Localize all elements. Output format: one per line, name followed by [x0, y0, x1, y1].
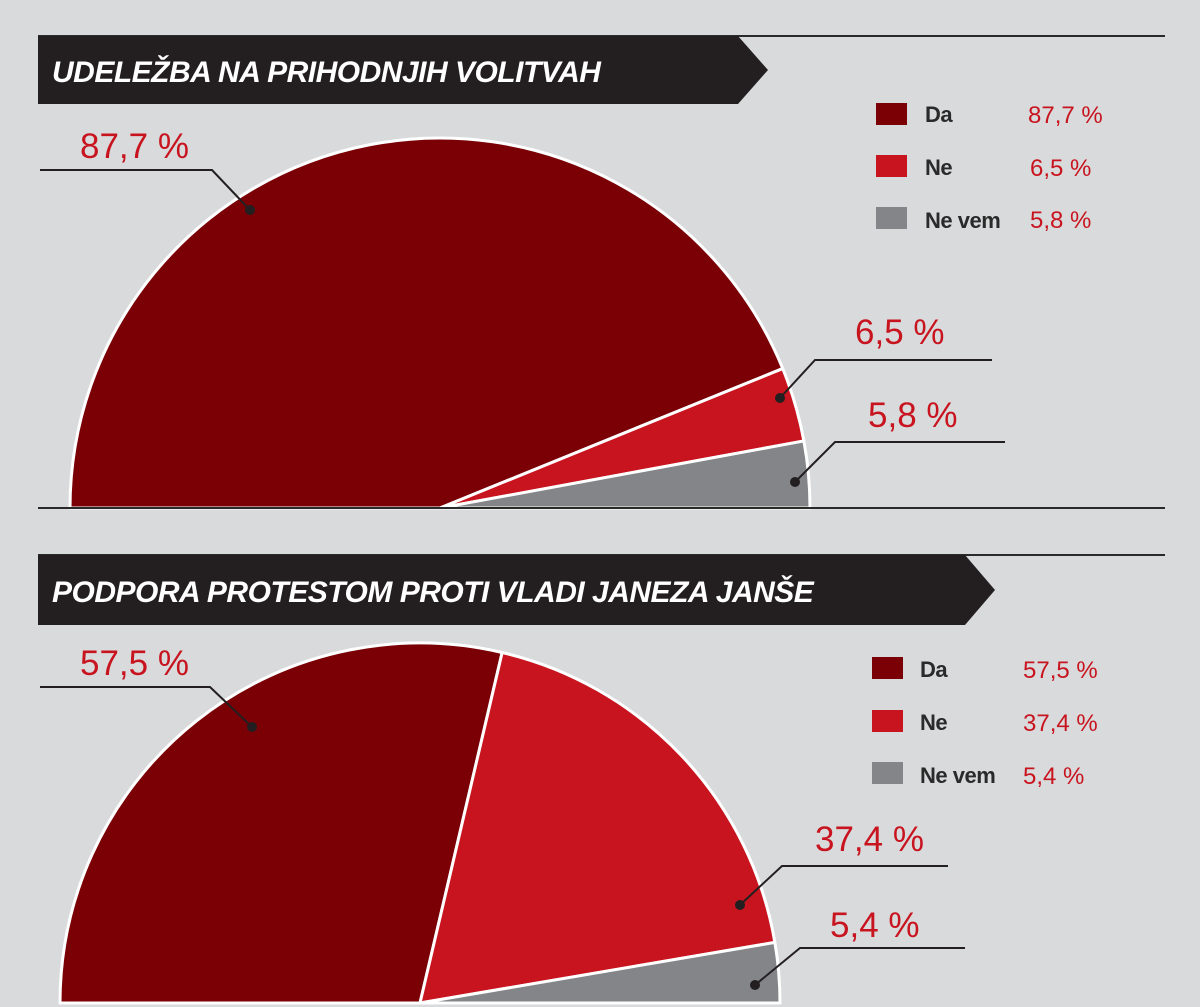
callout-dot-ne-vem — [790, 477, 800, 487]
pie-slice-ne — [418, 651, 777, 1005]
callout-dot-da — [245, 205, 255, 215]
legend-label-ne-vem: Ne vem — [925, 208, 1000, 233]
callout-dot-ne — [735, 900, 745, 910]
pie-slice-da — [58, 641, 504, 1005]
slice-label-ne: 6,5 % — [855, 313, 945, 352]
legend-swatch-ne-vem — [872, 762, 903, 784]
pie-slice-ne-vem — [418, 940, 782, 1005]
chart-title: UDELEŽBA NA PRIHODNJIH VOLITVAH — [52, 55, 602, 89]
slice-label-ne: 37,4 % — [815, 820, 924, 859]
callout-line-da — [40, 169, 251, 211]
chart-turnout: UDELEŽBA NA PRIHODNJIH VOLITVAH 87,7 % 6… — [38, 35, 1165, 510]
legend-value-da: 87,7 % — [1028, 102, 1103, 129]
legend-value-da: 57,5 % — [1023, 657, 1098, 684]
legend-label-ne: Ne — [925, 155, 952, 180]
slice-label-da: 87,7 % — [80, 127, 189, 166]
legend: Da 57,5 % Ne 37,4 % Ne vem 5,4 % — [872, 657, 1098, 790]
legend-value-ne-vem: 5,4 % — [1023, 763, 1084, 790]
callout-dot-ne-vem — [750, 980, 760, 990]
legend: Da 87,7 % Ne 6,5 % Ne vem 5,8 % — [876, 102, 1103, 234]
callout-dot-ne — [775, 393, 785, 403]
legend-label-da: Da — [925, 102, 953, 127]
callout-line-ne-vem — [794, 441, 1005, 483]
callout-line-ne-vem — [754, 947, 965, 986]
pie-slices — [58, 641, 782, 1005]
title-banner — [38, 36, 768, 104]
title-banner — [38, 555, 995, 625]
callout-dot-da — [247, 722, 257, 732]
legend-swatch-da — [872, 657, 903, 679]
callout-line-ne — [739, 865, 948, 906]
legend-swatch-ne-vem — [876, 207, 907, 229]
legend-label-ne-vem: Ne vem — [920, 763, 995, 788]
slice-label-ne-vem: 5,4 % — [830, 906, 920, 945]
legend-value-ne: 37,4 % — [1023, 710, 1098, 737]
legend-label-da: Da — [920, 657, 948, 682]
chart-title: PODPORA PROTESTOM PROTI VLADI JANEZA JAN… — [52, 575, 815, 609]
pie-slices — [68, 136, 812, 510]
legend-swatch-ne — [872, 710, 903, 732]
slice-label-ne-vem: 5,8 % — [868, 396, 958, 435]
callout-line-ne — [779, 359, 992, 399]
chart-protest-support: PODPORA PROTESTOM PROTI VLADI JANEZA JAN… — [38, 554, 1165, 1005]
legend-label-ne: Ne — [920, 710, 947, 735]
legend-value-ne-vem: 5,8 % — [1030, 207, 1091, 234]
legend-swatch-ne — [876, 155, 907, 177]
legend-value-ne: 6,5 % — [1030, 155, 1091, 182]
pie-slice-da — [68, 136, 785, 510]
slice-label-da: 57,5 % — [80, 644, 189, 683]
legend-swatch-da — [876, 103, 907, 125]
callout-line-da — [40, 686, 253, 728]
